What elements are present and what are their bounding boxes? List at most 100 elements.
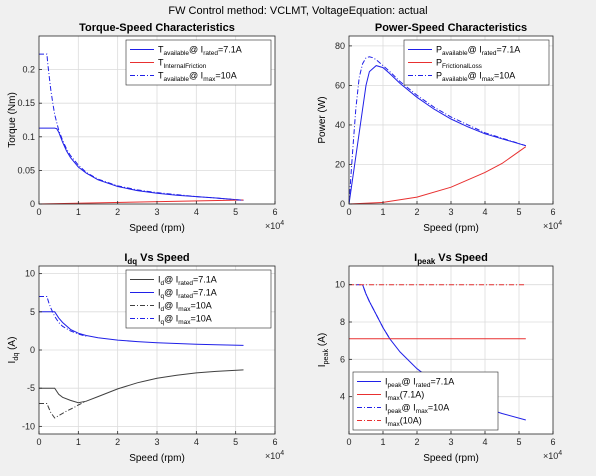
y-tick-label: 6 bbox=[340, 354, 345, 364]
legend-label-1-part-1: d bbox=[161, 280, 165, 287]
legend-label-3-part-4: =10A bbox=[215, 71, 236, 81]
y-axis-label-part-2: (A) bbox=[7, 337, 18, 353]
x-tick-label: 5 bbox=[233, 437, 238, 447]
legend-label-3-part-1: d bbox=[161, 306, 165, 313]
y-tick-label: 20 bbox=[335, 159, 345, 169]
y-tick-label: 10 bbox=[25, 269, 35, 279]
x-tick-label: 6 bbox=[272, 437, 277, 447]
legend-label-3-part-0: T bbox=[158, 71, 164, 81]
legend-label-1-part-0: I bbox=[158, 275, 161, 285]
y-tick-label: 0.1 bbox=[22, 132, 35, 142]
legend-label-3-part-2: @ I bbox=[402, 403, 416, 413]
legend-label-2-part-3: rated bbox=[178, 293, 193, 300]
y-tick-label: 0.2 bbox=[22, 65, 35, 75]
series-line-1 bbox=[348, 65, 526, 205]
y-tick-label: 0.05 bbox=[17, 165, 35, 175]
y-axis-label: Idq (A) bbox=[7, 337, 20, 364]
x-exponent-base: ×10 bbox=[265, 451, 280, 461]
x-tick-label: 0 bbox=[346, 437, 351, 447]
legend-label-3-part-3: max bbox=[178, 306, 191, 313]
x-exponent-label: ×104 bbox=[543, 220, 562, 231]
legend-label-2-part-2: (7.1A) bbox=[400, 390, 425, 400]
legend-label-2-part-0: I bbox=[385, 390, 388, 400]
legend-label-1-part-4: =7.1A bbox=[193, 275, 217, 285]
legend-label-1-part-4: =7.1A bbox=[496, 45, 520, 55]
legend-label-2: TInternalFriction bbox=[158, 58, 207, 71]
series-line-3 bbox=[348, 56, 526, 205]
legend-label-1-part-0: P bbox=[436, 45, 442, 55]
legend-label-2-part-0: P bbox=[436, 58, 442, 68]
legend-label-1-part-3: rated bbox=[203, 50, 218, 57]
chart-title-part-2: Vs Speed bbox=[435, 252, 488, 264]
y-axis-label: Power (W) bbox=[317, 96, 328, 143]
legend-label-1-part-2: @ I bbox=[468, 45, 482, 55]
x-exponent-label: ×104 bbox=[265, 220, 284, 231]
x-tick-label: 3 bbox=[448, 437, 453, 447]
x-axis-label: Speed (rpm) bbox=[129, 453, 185, 464]
legend-label-3-part-3: max bbox=[482, 76, 495, 83]
series-line-1 bbox=[39, 369, 244, 404]
legend-label-3-part-2: @ I bbox=[189, 71, 203, 81]
legend-label-1-part-1: available bbox=[442, 50, 468, 57]
y-axis-label-part-1: dq bbox=[11, 353, 20, 361]
x-tick-label: 4 bbox=[194, 207, 199, 217]
legend-label-3-part-1: peak bbox=[388, 408, 403, 415]
x-tick-label: 3 bbox=[154, 207, 159, 217]
x-exponent-power: 4 bbox=[280, 220, 284, 227]
legend-label-3-part-3: max bbox=[416, 408, 429, 415]
legend-label-1: Ipeak@ Irated=7.1A bbox=[385, 377, 454, 390]
legend-label-4-part-4: =10A bbox=[191, 314, 212, 324]
series-line-4 bbox=[39, 296, 87, 337]
x-exponent-label: ×104 bbox=[543, 450, 562, 461]
legend-label-3: Tavailable@ Imax=10A bbox=[158, 71, 237, 84]
y-tick-label: 0 bbox=[340, 199, 345, 209]
chart-title-part-1: peak bbox=[417, 257, 436, 266]
x-tick-label: 0 bbox=[36, 207, 41, 217]
chart-title: Ipeak Vs Speed bbox=[414, 252, 488, 266]
legend-label-3-part-2: @ I bbox=[164, 301, 178, 311]
y-tick-label: 40 bbox=[335, 120, 345, 130]
x-tick-label: 5 bbox=[516, 207, 521, 217]
legend-label-2-part-1: InternalFriction bbox=[164, 63, 207, 70]
x-tick-label: 2 bbox=[115, 207, 120, 217]
x-exponent-base: ×10 bbox=[265, 221, 280, 231]
y-tick-label: 0 bbox=[30, 199, 35, 209]
legend-label-2-part-1: FrictionalLoss bbox=[442, 63, 482, 70]
x-exponent-power: 4 bbox=[280, 450, 284, 457]
y-axis-label-part-1: peak bbox=[321, 348, 330, 364]
legend-label-1-part-3: rated bbox=[482, 50, 497, 57]
legend-label-1-part-4: =7.1A bbox=[218, 45, 242, 55]
legend-label-2-part-0: I bbox=[158, 288, 161, 298]
legend-label-1-part-3: rated bbox=[416, 382, 431, 389]
legend-label-3-part-4: =10A bbox=[428, 403, 449, 413]
legend-label-3: Ipeak@ Imax=10A bbox=[385, 403, 449, 416]
x-tick-label: 1 bbox=[380, 437, 385, 447]
legend-label-2-part-1: q bbox=[161, 293, 165, 300]
y-axis-label-part-0: I bbox=[317, 364, 328, 367]
x-tick-label: 1 bbox=[380, 207, 385, 217]
x-tick-label: 3 bbox=[154, 437, 159, 447]
legend-label-2-part-4: =7.1A bbox=[193, 288, 217, 298]
series-line-3 bbox=[39, 400, 87, 419]
chart-title-part-2: Vs Speed bbox=[137, 252, 190, 264]
legend-label-1-part-4: =7.1A bbox=[430, 377, 454, 387]
legend-label-4: Imax(10A) bbox=[385, 416, 422, 429]
x-tick-label: 2 bbox=[414, 207, 419, 217]
series-line-3 bbox=[39, 53, 244, 201]
legend-label-1: Pavailable@ Irated=7.1A bbox=[436, 45, 520, 58]
x-tick-label: 6 bbox=[272, 207, 277, 217]
x-tick-label: 2 bbox=[414, 437, 419, 447]
legend-label-3-part-4: =10A bbox=[494, 71, 515, 81]
legend-label-1-part-3: rated bbox=[178, 280, 193, 287]
legend-label-3-part-0: I bbox=[385, 403, 388, 413]
legend-label-1-part-1: available bbox=[164, 50, 190, 57]
figure-suptitle: FW Control method: VCLMT, VoltageEquatio… bbox=[168, 5, 427, 17]
legend-label-4-part-0: I bbox=[158, 314, 161, 324]
x-tick-label: 3 bbox=[448, 207, 453, 217]
y-tick-label: 4 bbox=[340, 392, 345, 402]
legend-label-2: Imax(7.1A) bbox=[385, 390, 424, 403]
